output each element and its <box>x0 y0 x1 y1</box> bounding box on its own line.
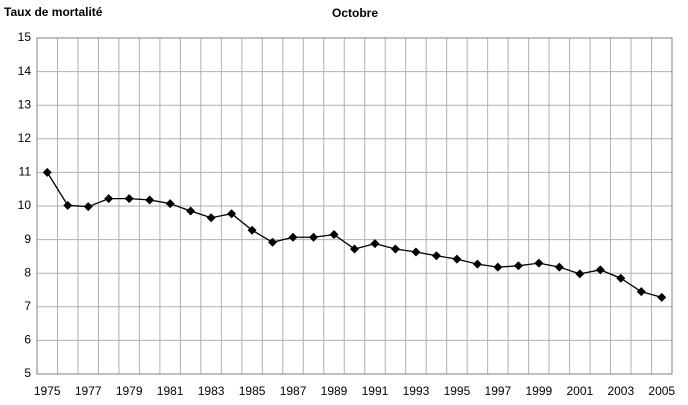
data-point <box>616 273 626 283</box>
plot-frame <box>36 37 673 375</box>
x-tick-label: 1981 <box>157 384 184 398</box>
data-point <box>268 237 278 247</box>
data-point <box>227 209 237 219</box>
data-point <box>83 202 93 212</box>
y-tick-label: 6 <box>24 333 31 347</box>
data-point <box>452 254 462 264</box>
y-tick-label: 5 <box>24 366 31 380</box>
data-point <box>186 206 196 216</box>
data-point <box>595 265 605 275</box>
data-point <box>575 269 585 279</box>
data-point <box>288 232 298 242</box>
x-tick-label: 2005 <box>648 384 675 398</box>
data-point <box>390 244 400 254</box>
data-point <box>124 194 134 204</box>
chart-title: Octobre <box>332 6 378 20</box>
data-point <box>411 247 421 257</box>
data-point <box>350 244 359 254</box>
x-tick-label: 1979 <box>116 384 143 398</box>
x-tick-label: 1989 <box>321 384 348 398</box>
y-tick-label: 9 <box>24 232 31 246</box>
data-point <box>63 200 73 210</box>
x-tick-label: 1975 <box>34 384 61 398</box>
x-tick-label: 1983 <box>198 384 225 398</box>
y-axis-label: Taux de mortalité <box>4 5 103 19</box>
data-point <box>636 287 646 297</box>
data-point <box>493 262 503 272</box>
x-tick-label: 1997 <box>485 384 512 398</box>
y-tick-label: 14 <box>18 64 32 78</box>
data-point <box>534 258 544 268</box>
data-point <box>42 167 52 177</box>
x-tick-label: 1999 <box>526 384 553 398</box>
data-point <box>657 292 667 302</box>
x-tick-label: 1987 <box>280 384 307 398</box>
data-point <box>309 232 319 242</box>
data-point <box>554 262 564 272</box>
y-tick-label: 12 <box>18 131 32 145</box>
x-tick-label: 1991 <box>362 384 389 398</box>
y-tick-label: 7 <box>24 299 31 313</box>
x-tick-label: 1985 <box>239 384 266 398</box>
y-tick-label: 11 <box>19 165 32 179</box>
data-point <box>206 213 216 223</box>
data-point <box>329 230 339 240</box>
data-point <box>431 251 441 261</box>
y-tick-label: 15 <box>18 30 32 44</box>
y-tick-label: 10 <box>18 198 32 212</box>
x-tick-label: 1995 <box>444 384 471 398</box>
data-point <box>104 194 114 204</box>
data-point <box>145 195 155 205</box>
data-point <box>472 259 482 269</box>
data-point <box>513 261 523 271</box>
x-tick-label: 1977 <box>75 384 102 398</box>
x-tick-label: 2003 <box>607 384 634 398</box>
data-point <box>247 225 257 235</box>
data-point <box>165 199 175 209</box>
data-point <box>370 239 380 249</box>
y-tick-label: 13 <box>18 97 32 111</box>
x-tick-label: 1993 <box>403 384 430 398</box>
x-tick-label: 2001 <box>566 384 593 398</box>
y-tick-label: 8 <box>24 265 31 279</box>
